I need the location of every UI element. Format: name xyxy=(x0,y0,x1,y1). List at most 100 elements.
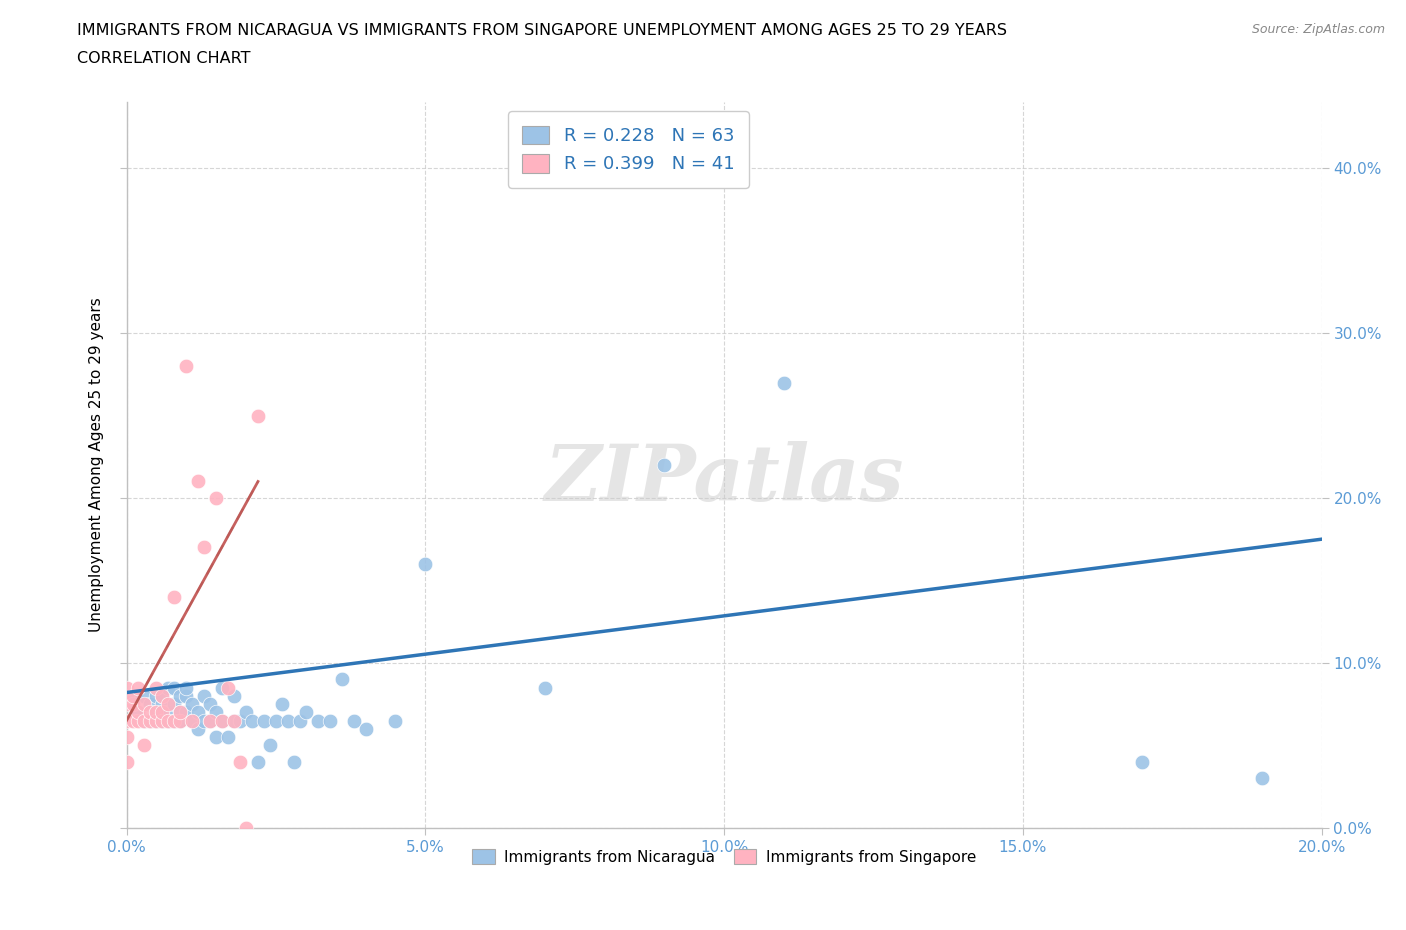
Point xyxy=(134,713,156,728)
Point xyxy=(163,697,186,711)
Point xyxy=(134,697,156,711)
Point xyxy=(152,688,174,703)
Y-axis label: Unemployment Among Ages 25 to 29 years: Unemployment Among Ages 25 to 29 years xyxy=(89,298,104,632)
Point xyxy=(169,713,191,728)
Point xyxy=(222,688,246,703)
Legend: Immigrants from Nicaragua, Immigrants from Singapore: Immigrants from Nicaragua, Immigrants fr… xyxy=(465,843,983,870)
Point xyxy=(139,713,162,728)
Point xyxy=(294,705,316,720)
Text: Source: ZipAtlas.com: Source: ZipAtlas.com xyxy=(1251,23,1385,36)
Point xyxy=(229,754,252,769)
Point xyxy=(773,375,796,390)
Point xyxy=(217,680,239,695)
Point xyxy=(163,680,186,695)
Point xyxy=(205,705,228,720)
Point xyxy=(343,713,366,728)
Point xyxy=(121,688,143,703)
Point xyxy=(134,713,156,728)
Point xyxy=(181,713,204,728)
Point xyxy=(174,688,197,703)
Point xyxy=(211,680,233,695)
Point xyxy=(157,680,180,695)
Point xyxy=(169,705,191,720)
Point xyxy=(121,697,143,711)
Point xyxy=(193,540,215,555)
Point xyxy=(115,754,138,769)
Point xyxy=(169,713,191,728)
Point xyxy=(169,705,191,720)
Point xyxy=(145,688,167,703)
Point xyxy=(652,458,675,472)
Point xyxy=(318,713,342,728)
Point xyxy=(222,713,246,728)
Point xyxy=(187,722,209,737)
Point xyxy=(415,556,437,571)
Point xyxy=(115,713,138,728)
Point xyxy=(247,754,270,769)
Point xyxy=(115,680,138,695)
Point xyxy=(157,705,180,720)
Point xyxy=(330,671,353,686)
Point xyxy=(157,713,180,728)
Point xyxy=(157,713,180,728)
Point xyxy=(259,737,281,752)
Point xyxy=(127,705,149,720)
Point xyxy=(193,713,215,728)
Point xyxy=(139,697,162,711)
Point xyxy=(200,713,222,728)
Point xyxy=(283,754,305,769)
Point xyxy=(127,705,149,720)
Point xyxy=(127,713,149,728)
Point xyxy=(163,713,186,728)
Point xyxy=(235,705,257,720)
Point xyxy=(205,729,228,744)
Point xyxy=(534,680,557,695)
Point xyxy=(145,705,167,720)
Point xyxy=(288,713,311,728)
Text: CORRELATION CHART: CORRELATION CHART xyxy=(77,51,250,66)
Point xyxy=(205,490,228,505)
Point xyxy=(253,713,276,728)
Point xyxy=(145,713,167,728)
Point xyxy=(115,697,138,711)
Point xyxy=(152,713,174,728)
Point xyxy=(1130,754,1153,769)
Point xyxy=(139,713,162,728)
Point xyxy=(222,713,246,728)
Point xyxy=(134,688,156,703)
Point xyxy=(181,697,204,711)
Point xyxy=(181,713,204,728)
Point xyxy=(211,713,233,728)
Point xyxy=(163,713,186,728)
Point xyxy=(115,729,138,744)
Point xyxy=(235,820,257,835)
Point xyxy=(277,713,299,728)
Text: ZIPatlas: ZIPatlas xyxy=(544,441,904,518)
Point xyxy=(163,590,186,604)
Point xyxy=(174,359,197,374)
Point xyxy=(187,705,209,720)
Point xyxy=(157,697,180,711)
Point xyxy=(174,680,197,695)
Point xyxy=(1251,771,1274,786)
Point xyxy=(145,680,167,695)
Point xyxy=(152,705,174,720)
Point xyxy=(354,722,377,737)
Point xyxy=(134,737,156,752)
Point xyxy=(264,713,287,728)
Point xyxy=(169,688,191,703)
Point xyxy=(121,688,143,703)
Point xyxy=(247,408,270,423)
Point xyxy=(115,688,138,703)
Point xyxy=(187,474,209,489)
Point xyxy=(217,729,239,744)
Point xyxy=(211,713,233,728)
Point xyxy=(229,713,252,728)
Point xyxy=(193,688,215,703)
Point xyxy=(152,688,174,703)
Point xyxy=(145,705,167,720)
Point xyxy=(152,713,174,728)
Point xyxy=(200,697,222,711)
Point xyxy=(200,713,222,728)
Point xyxy=(174,705,197,720)
